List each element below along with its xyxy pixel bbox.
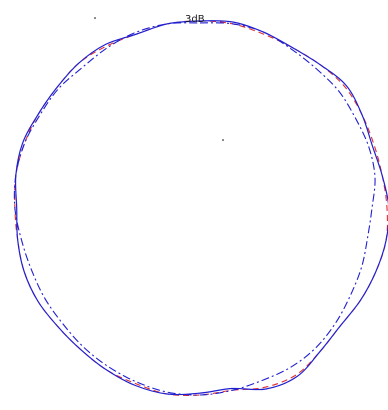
series-line-3 xyxy=(13,22,376,396)
series-layer xyxy=(13,20,388,396)
annotation-3db: 3dB xyxy=(185,14,205,25)
series-line-2 xyxy=(14,20,388,396)
stray-dot xyxy=(94,17,96,19)
stray-dot xyxy=(222,139,224,141)
